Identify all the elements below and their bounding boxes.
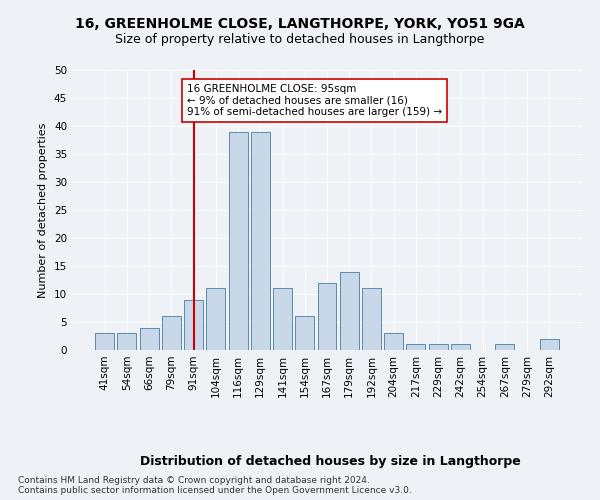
Bar [429, 344, 448, 350]
Bar [340, 272, 359, 350]
Bar [273, 288, 292, 350]
Text: Contains public sector information licensed under the Open Government Licence v3: Contains public sector information licen… [18, 486, 412, 495]
Bar [118, 333, 136, 350]
Text: Contains HM Land Registry data © Crown copyright and database right 2024.: Contains HM Land Registry data © Crown c… [18, 476, 370, 485]
Text: Size of property relative to detached houses in Langthorpe: Size of property relative to detached ho… [115, 32, 485, 46]
Text: Distribution of detached houses by size in Langthorpe: Distribution of detached houses by size … [140, 454, 520, 468]
Bar [540, 339, 559, 350]
Bar [317, 283, 337, 350]
Bar [384, 333, 403, 350]
Bar [162, 316, 181, 350]
Bar [184, 300, 203, 350]
Bar [140, 328, 158, 350]
Bar [229, 132, 248, 350]
Bar [362, 288, 381, 350]
Bar [95, 333, 114, 350]
Bar [206, 288, 225, 350]
Bar [496, 344, 514, 350]
Bar [251, 132, 270, 350]
Text: 16, GREENHOLME CLOSE, LANGTHORPE, YORK, YO51 9GA: 16, GREENHOLME CLOSE, LANGTHORPE, YORK, … [75, 18, 525, 32]
Bar [451, 344, 470, 350]
Bar [406, 344, 425, 350]
Y-axis label: Number of detached properties: Number of detached properties [38, 122, 49, 298]
Text: 16 GREENHOLME CLOSE: 95sqm
← 9% of detached houses are smaller (16)
91% of semi-: 16 GREENHOLME CLOSE: 95sqm ← 9% of detac… [187, 84, 442, 117]
Bar [295, 316, 314, 350]
